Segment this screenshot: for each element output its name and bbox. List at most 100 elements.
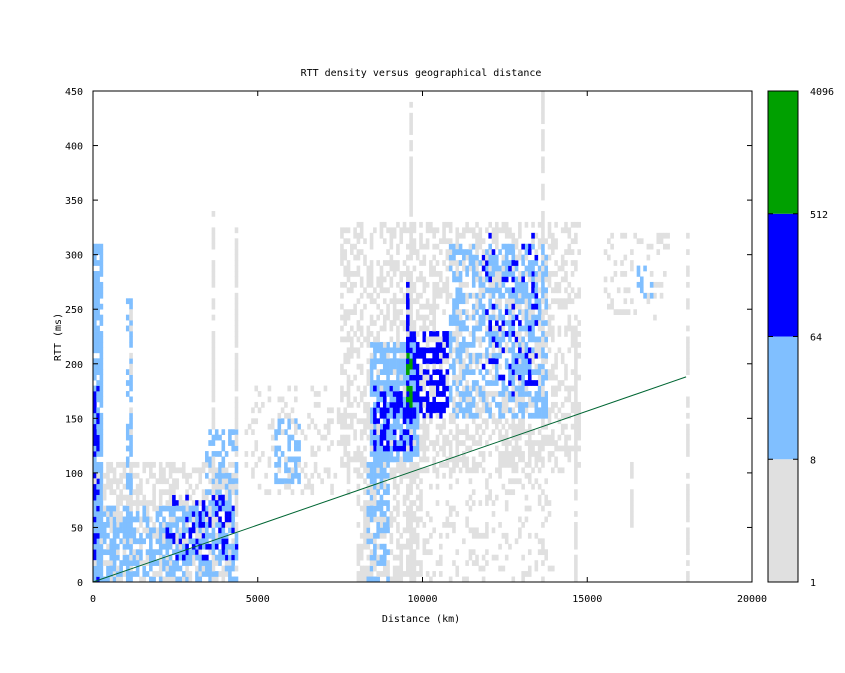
heatmap-cell — [132, 571, 137, 577]
heatmap-cell — [432, 456, 436, 463]
heatmap-cell — [373, 494, 377, 501]
heatmap-cell — [93, 407, 97, 414]
heatmap-cell — [445, 287, 450, 294]
heatmap-cell — [425, 401, 430, 408]
heatmap-cell — [465, 314, 469, 321]
heatmap-cell — [129, 341, 133, 348]
heatmap-cell — [544, 391, 549, 397]
heatmap-cell — [218, 560, 222, 566]
heatmap-cell — [172, 560, 176, 566]
heatmap-cell — [429, 309, 433, 315]
heatmap-cell — [93, 418, 97, 425]
heatmap-cell — [412, 320, 417, 326]
heatmap-cell — [149, 472, 153, 479]
heatmap-cell — [343, 434, 348, 441]
heatmap-cell — [399, 412, 404, 419]
heatmap-cell — [488, 434, 492, 441]
heatmap-cell — [93, 347, 97, 354]
y-tick-label: 100 — [65, 469, 83, 480]
heatmap-cell — [508, 347, 512, 354]
heatmap-cell — [287, 423, 291, 430]
heatmap-cell — [158, 489, 163, 496]
heatmap-cell — [389, 243, 394, 250]
heatmap-cell — [425, 358, 430, 365]
heatmap-cell — [663, 243, 667, 250]
heatmap-cell — [494, 341, 499, 348]
heatmap-cell — [432, 331, 436, 337]
heatmap-cell — [379, 527, 384, 534]
heatmap-cell — [498, 407, 502, 414]
heatmap-cell — [175, 505, 179, 512]
heatmap-cell — [465, 396, 469, 403]
heatmap-cell — [158, 532, 163, 539]
heatmap-cell — [122, 554, 127, 561]
heatmap-cell — [577, 352, 581, 359]
heatmap-cell — [425, 227, 430, 234]
heatmap-cell — [96, 407, 100, 414]
heatmap-cell — [353, 303, 357, 310]
heatmap-cell — [462, 461, 466, 468]
heatmap-cell — [340, 369, 344, 375]
heatmap-cell — [544, 352, 549, 359]
heatmap-cell — [527, 303, 532, 310]
heatmap-cell — [122, 505, 127, 512]
heatmap-cell — [527, 352, 532, 359]
heatmap-cell — [518, 363, 522, 370]
heatmap-cell — [195, 527, 199, 534]
heatmap-cell — [438, 560, 443, 566]
heatmap-cell — [205, 505, 209, 512]
heatmap-cell — [129, 336, 133, 343]
heatmap-cell — [514, 281, 519, 288]
heatmap-cell — [392, 271, 397, 277]
heatmap-cell — [162, 489, 166, 496]
heatmap-cell — [524, 287, 529, 294]
heatmap-cell — [389, 320, 394, 326]
heatmap-cell — [422, 440, 427, 446]
heatmap-cell — [518, 271, 522, 277]
heatmap-cell — [541, 309, 545, 315]
heatmap-cell — [340, 254, 344, 261]
heatmap-cell — [524, 407, 529, 414]
heatmap-cell — [560, 298, 565, 305]
heatmap-cell — [415, 363, 420, 370]
heatmap-cell — [518, 276, 522, 283]
heatmap-cell — [521, 369, 525, 375]
heatmap-cell — [102, 576, 107, 583]
heatmap-cell — [521, 254, 525, 261]
heatmap-cell — [686, 560, 690, 566]
heatmap-cell — [478, 423, 483, 430]
heatmap-cell — [508, 363, 512, 370]
heatmap-cell — [287, 478, 291, 485]
heatmap-cell — [234, 521, 239, 528]
heatmap-cell — [373, 489, 377, 496]
heatmap-cell — [656, 281, 661, 288]
heatmap-cell — [630, 249, 634, 255]
heatmap-cell — [343, 358, 348, 365]
heatmap-cell — [438, 352, 443, 359]
heatmap-cell — [294, 440, 298, 446]
heatmap-cell — [175, 478, 179, 485]
heatmap-cell — [577, 407, 581, 414]
heatmap-cell — [465, 221, 469, 228]
heatmap-cell — [656, 232, 661, 239]
heatmap-cell — [471, 260, 476, 266]
heatmap-cell — [234, 276, 239, 283]
heatmap-cell — [356, 336, 361, 343]
heatmap-cell — [284, 401, 288, 408]
heatmap-cell — [139, 549, 143, 556]
heatmap-cell — [129, 325, 133, 332]
heatmap-cell — [409, 336, 413, 343]
heatmap-cell — [93, 456, 97, 463]
heatmap-cell — [346, 385, 351, 392]
heatmap-cell — [399, 276, 404, 283]
heatmap-cell — [129, 483, 133, 490]
heatmap-cell — [481, 532, 486, 539]
heatmap-cell — [511, 418, 516, 425]
heatmap-cell — [524, 385, 529, 392]
heatmap-cell — [228, 571, 232, 577]
heatmap-cell — [534, 380, 539, 386]
heatmap-cell — [462, 336, 466, 343]
heatmap-cell — [577, 429, 581, 435]
heatmap-cell — [508, 265, 512, 272]
heatmap-cell — [181, 576, 186, 583]
